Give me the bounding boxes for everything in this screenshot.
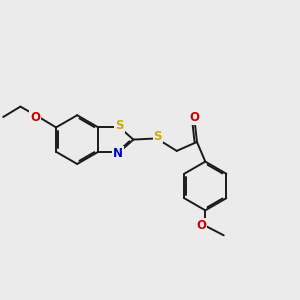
- Text: N: N: [113, 147, 123, 160]
- Text: O: O: [190, 111, 200, 124]
- Text: S: S: [116, 119, 124, 132]
- Text: S: S: [154, 130, 162, 142]
- Text: O: O: [196, 219, 206, 232]
- Text: O: O: [30, 110, 40, 124]
